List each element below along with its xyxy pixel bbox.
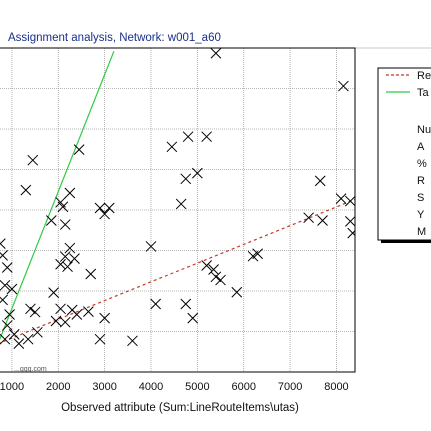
x-tick-label-2: 3000: [92, 381, 116, 393]
data-point-3: [201, 131, 212, 143]
legend-target-label: Ta: [417, 87, 430, 99]
data-point-50: [55, 303, 66, 315]
data-point-0: [210, 48, 222, 59]
data-point-2: [182, 131, 194, 143]
data-point-9: [314, 175, 326, 187]
data-point-17: [103, 202, 115, 214]
x-tick-label-6: 7000: [278, 381, 302, 393]
data-point-59: [59, 316, 71, 328]
data-point-36: [1, 262, 13, 273]
legend-regression-label: Re: [417, 70, 431, 82]
legend-stat-a: A: [417, 141, 425, 153]
legend: Re Ta Nu A % R S Y M: [377, 67, 431, 243]
x-tick-label-0: 1000: [0, 381, 24, 393]
data-point-35: [62, 261, 73, 273]
data-point-7: [192, 167, 203, 179]
data-point-18: [99, 208, 110, 220]
data-point-22: [345, 215, 355, 227]
data-point-30: [247, 250, 259, 262]
data-point-38: [208, 264, 219, 275]
data-point-15: [57, 201, 69, 213]
plot-area: ...ggg.com: [0, 47, 356, 373]
data-point-49: [25, 303, 36, 315]
data-point-33: [69, 253, 80, 264]
grid-lines: [0, 48, 355, 372]
plot-border: [0, 47, 356, 373]
data-point-55: [71, 309, 83, 320]
data-point-13: [345, 195, 355, 207]
legend-stat-r: R: [417, 175, 425, 187]
data-point-21: [317, 215, 328, 226]
legend-stat-m: M: [417, 226, 426, 238]
watermark-text: ...ggg.com: [14, 366, 47, 373]
data-point-43: [6, 283, 18, 295]
data-point-58: [50, 315, 62, 327]
data-point-27: [64, 242, 76, 254]
legend-stat-percent: %: [417, 158, 427, 170]
data-point-10: [20, 184, 32, 196]
data-point-45: [48, 287, 59, 298]
data-point-11: [64, 187, 76, 199]
data-point-61: [32, 326, 43, 338]
data-point-8: [180, 173, 192, 185]
data-point-60: [1, 320, 13, 331]
data-point-67: [13, 338, 25, 350]
window-title-bar: [0, 0, 431, 22]
data-point-25: [347, 227, 355, 239]
x-axis-title: Observed attribute (Sum:LineRouteItems\u…: [61, 402, 299, 414]
data-point-39: [85, 268, 97, 280]
regression-line: [0, 198, 355, 344]
data-point-62: [8, 328, 20, 340]
data-point-53: [83, 306, 94, 318]
x-axis-ticks: 1000 2000 3000 4000 5000 6000 7000 8000: [0, 381, 349, 393]
data-point-56: [99, 312, 110, 324]
data-point-24: [59, 219, 71, 230]
data-point-42: [0, 279, 11, 291]
data-point-28: [145, 241, 157, 252]
data-point-12: [335, 193, 347, 205]
data-point-47: [150, 298, 161, 310]
data-point-44: [231, 286, 243, 298]
data-point-41: [215, 274, 226, 286]
scatter-points: [0, 48, 355, 350]
data-point-23: [45, 215, 57, 226]
data-point-57: [187, 312, 199, 324]
data-point-1: [338, 80, 349, 92]
data-point-5: [166, 141, 178, 153]
data-point-31: [0, 250, 8, 261]
x-tick-label-4: 5000: [185, 381, 209, 393]
x-tick-label-3: 4000: [139, 381, 163, 393]
data-point-16: [94, 202, 106, 214]
data-point-37: [201, 260, 212, 271]
data-point-20: [303, 212, 314, 224]
data-point-4: [73, 144, 85, 156]
data-point-40: [210, 271, 222, 283]
window-title: Assignment analysis, Network: w001_a60: [8, 32, 221, 44]
legend-stat-s: S: [417, 192, 424, 204]
data-point-66: [0, 333, 11, 345]
data-point-26: [0, 238, 6, 249]
data-point-64: [127, 335, 138, 347]
data-point-65: [22, 333, 34, 345]
legend-stat-y: Y: [417, 209, 425, 221]
x-tick-label-1: 2000: [46, 381, 70, 393]
data-point-52: [29, 306, 41, 318]
data-point-48: [180, 298, 192, 310]
legend-stat-number: Nu: [417, 124, 431, 136]
data-point-19: [175, 198, 187, 210]
data-point-63: [94, 333, 106, 345]
legend-box: [377, 67, 431, 241]
data-point-32: [59, 251, 71, 262]
data-point-46: [0, 294, 8, 306]
data-point-54: [4, 309, 15, 320]
x-tick-label-5: 6000: [231, 381, 255, 393]
x-tick-label-7: 8000: [324, 381, 348, 393]
data-point-6: [27, 154, 39, 166]
data-point-34: [55, 258, 66, 270]
